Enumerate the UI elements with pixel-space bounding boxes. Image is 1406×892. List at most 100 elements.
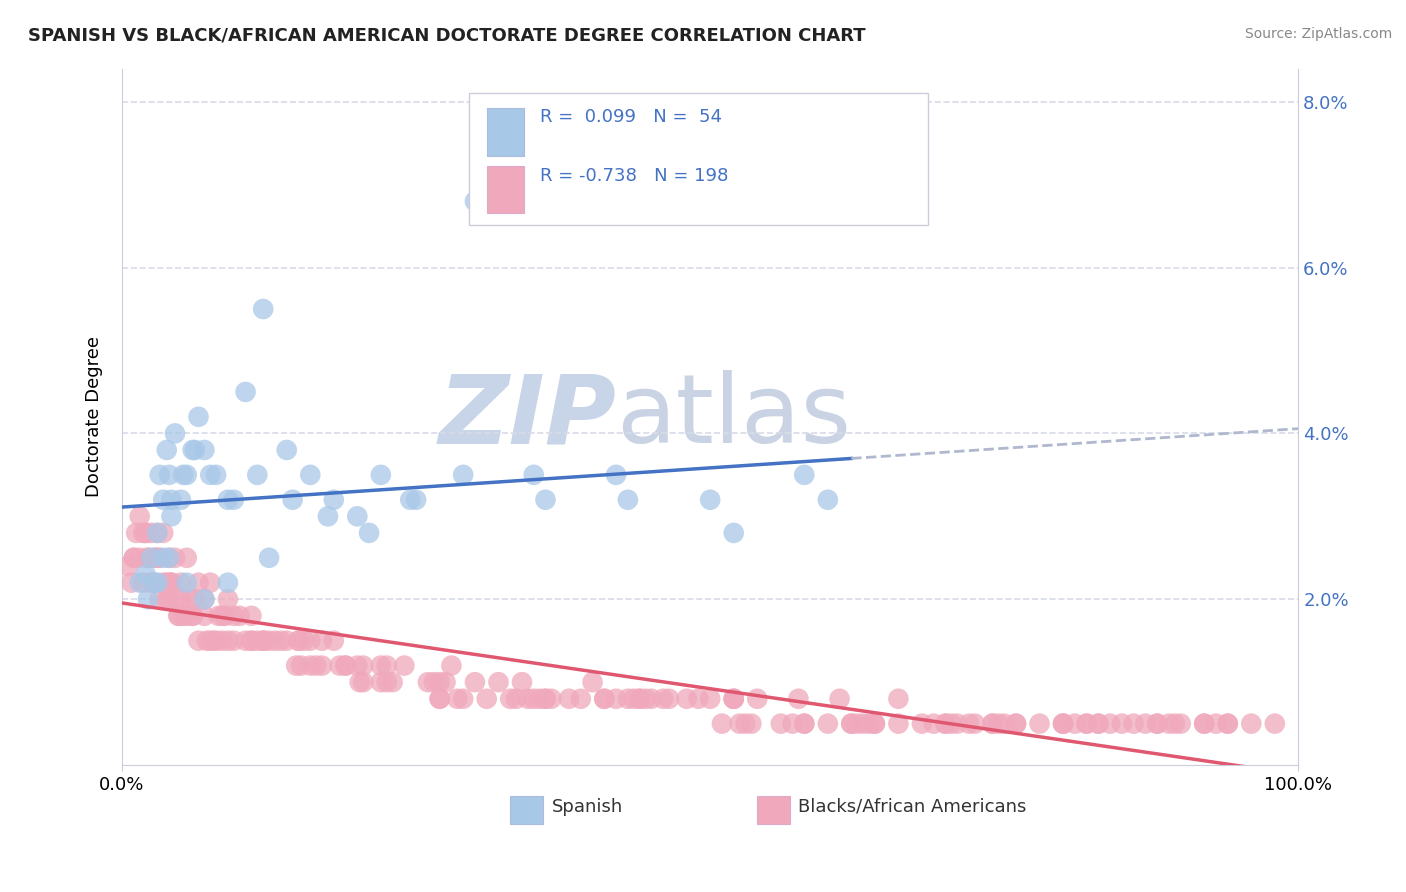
Point [187, 633, 209, 648]
Point [440, 658, 463, 673]
Point [311, 633, 333, 648]
Point [505, 691, 527, 706]
Point [207, 608, 229, 623]
Point [181, 608, 204, 623]
Point [146, 575, 169, 590]
Point [605, 467, 627, 482]
Text: Source: ZipAtlas.com: Source: ZipAtlas.com [1244, 27, 1392, 41]
Point [316, 509, 339, 524]
Point [394, 658, 416, 673]
Point [1005, 716, 1028, 731]
Point [605, 691, 627, 706]
Point [170, 492, 193, 507]
Point [141, 575, 163, 590]
Point [122, 550, 145, 565]
Point [957, 716, 980, 731]
Point [769, 716, 792, 731]
Point [160, 492, 183, 507]
Point [193, 592, 215, 607]
Point [311, 658, 333, 673]
Point [1240, 716, 1263, 731]
Point [523, 691, 546, 706]
Point [193, 608, 215, 623]
Point [235, 384, 257, 399]
Point [176, 550, 198, 565]
Point [252, 633, 274, 648]
Point [205, 467, 228, 482]
Point [290, 658, 312, 673]
Point [429, 691, 451, 706]
Point [172, 467, 194, 482]
Point [922, 716, 945, 731]
Point [993, 716, 1015, 731]
Point [858, 716, 880, 731]
Point [117, 559, 139, 574]
Point [352, 658, 374, 673]
Point [157, 467, 180, 482]
Point [193, 442, 215, 457]
Point [464, 675, 486, 690]
Point [617, 691, 640, 706]
Point [1099, 716, 1122, 731]
Point [287, 633, 309, 648]
Point [299, 467, 322, 482]
Point [217, 592, 239, 607]
Point [195, 633, 218, 648]
Point [163, 426, 186, 441]
Point [120, 575, 142, 590]
Point [793, 716, 815, 731]
Point [987, 716, 1010, 731]
Point [569, 691, 592, 706]
Point [211, 633, 233, 648]
Point [132, 525, 155, 540]
Point [723, 691, 745, 706]
Point [817, 716, 839, 731]
Point [911, 716, 934, 731]
Point [240, 633, 263, 648]
Point [276, 633, 298, 648]
Point [228, 608, 250, 623]
Point [1205, 716, 1227, 731]
Point [381, 675, 404, 690]
Text: R =  0.099   N =  54: R = 0.099 N = 54 [540, 108, 721, 127]
Point [167, 608, 190, 623]
Point [1164, 716, 1187, 731]
Point [1146, 716, 1168, 731]
Point [125, 525, 148, 540]
Point [405, 492, 427, 507]
Point [1192, 716, 1215, 731]
Bar [510, 797, 543, 824]
Point [740, 716, 762, 731]
Point [179, 592, 201, 607]
Point [163, 592, 186, 607]
Point [723, 691, 745, 706]
Point [540, 691, 562, 706]
Point [252, 633, 274, 648]
Point [257, 550, 280, 565]
Point [357, 525, 380, 540]
FancyBboxPatch shape [470, 93, 928, 226]
Point [222, 492, 245, 507]
Point [793, 716, 815, 731]
Point [375, 658, 398, 673]
Point [1076, 716, 1098, 731]
Point [136, 550, 159, 565]
Point [235, 633, 257, 648]
Point [149, 467, 172, 482]
Point [160, 575, 183, 590]
Point [593, 691, 616, 706]
Point [399, 492, 422, 507]
Point [852, 716, 875, 731]
Point [246, 633, 269, 648]
Point [322, 492, 344, 507]
Point [688, 691, 710, 706]
Point [299, 633, 322, 648]
Point [305, 658, 328, 673]
Point [143, 550, 166, 565]
Point [181, 608, 204, 623]
Point [1135, 716, 1157, 731]
Point [1146, 716, 1168, 731]
Point [252, 633, 274, 648]
Point [146, 525, 169, 540]
Text: SPANISH VS BLACK/AFRICAN AMERICAN DOCTORATE DEGREE CORRELATION CHART: SPANISH VS BLACK/AFRICAN AMERICAN DOCTOR… [28, 27, 866, 45]
